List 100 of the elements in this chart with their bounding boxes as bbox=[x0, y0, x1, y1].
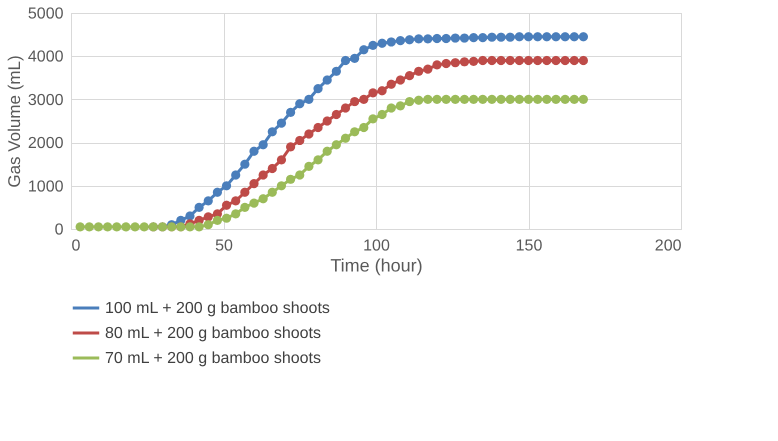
point bbox=[368, 114, 378, 124]
point bbox=[313, 122, 323, 132]
point bbox=[340, 134, 350, 143]
point bbox=[442, 94, 451, 104]
point bbox=[442, 58, 451, 68]
legend-label: 100 mL + 200 g bamboo shoots bbox=[105, 300, 330, 317]
point bbox=[414, 34, 424, 44]
point bbox=[240, 160, 250, 169]
point bbox=[322, 146, 332, 156]
point bbox=[185, 222, 195, 232]
point bbox=[112, 222, 122, 232]
point bbox=[231, 209, 240, 218]
point bbox=[212, 216, 222, 225]
point bbox=[249, 146, 259, 156]
point bbox=[332, 66, 341, 76]
point bbox=[268, 164, 277, 174]
point bbox=[396, 101, 406, 110]
point bbox=[249, 198, 259, 208]
point bbox=[368, 40, 378, 50]
point bbox=[450, 58, 460, 68]
point bbox=[130, 222, 140, 232]
point bbox=[286, 108, 296, 117]
point bbox=[570, 94, 579, 104]
point bbox=[542, 94, 552, 104]
point bbox=[386, 80, 396, 89]
point bbox=[468, 56, 478, 66]
point bbox=[313, 84, 323, 94]
x-tick-label: 50 bbox=[215, 238, 233, 254]
point bbox=[222, 181, 232, 190]
point bbox=[450, 94, 460, 104]
point bbox=[386, 103, 396, 113]
point bbox=[414, 66, 424, 76]
point bbox=[423, 34, 432, 44]
point bbox=[460, 33, 470, 43]
point bbox=[286, 174, 296, 184]
point bbox=[286, 142, 296, 152]
point bbox=[506, 32, 515, 42]
point bbox=[551, 94, 561, 104]
y-tick-label: 0 bbox=[54, 222, 64, 238]
point bbox=[276, 155, 286, 164]
x-axis-title: Time (hour) bbox=[330, 256, 423, 276]
point bbox=[560, 32, 570, 42]
point bbox=[478, 56, 488, 66]
point bbox=[560, 94, 570, 104]
point bbox=[204, 212, 213, 222]
point bbox=[84, 222, 94, 232]
y-tick-label: 1000 bbox=[28, 178, 64, 196]
point bbox=[240, 188, 250, 197]
point bbox=[258, 194, 268, 204]
point bbox=[570, 32, 579, 42]
point bbox=[551, 32, 561, 42]
point bbox=[276, 118, 286, 128]
point bbox=[185, 211, 195, 221]
point bbox=[377, 38, 387, 48]
point bbox=[94, 222, 104, 232]
point bbox=[231, 196, 240, 206]
point bbox=[340, 103, 350, 113]
point bbox=[322, 75, 332, 85]
point bbox=[578, 94, 588, 104]
point bbox=[442, 34, 451, 44]
x-tick-label: 200 bbox=[654, 238, 682, 254]
point bbox=[322, 116, 332, 126]
y-tick-label: 4000 bbox=[28, 48, 64, 66]
point bbox=[404, 71, 414, 80]
point bbox=[432, 60, 442, 70]
point bbox=[350, 127, 360, 136]
point bbox=[450, 33, 460, 43]
point bbox=[377, 86, 387, 96]
point bbox=[350, 54, 360, 63]
point bbox=[313, 155, 323, 164]
point bbox=[258, 140, 268, 150]
point bbox=[304, 129, 314, 139]
point bbox=[295, 170, 304, 180]
point bbox=[533, 32, 542, 42]
point bbox=[468, 33, 478, 42]
point bbox=[432, 34, 442, 44]
x-tick-label: 150 bbox=[516, 238, 542, 254]
point bbox=[368, 88, 378, 98]
point bbox=[396, 75, 406, 85]
y-axis-title: Gas Volume (mL) bbox=[4, 55, 24, 188]
point bbox=[386, 37, 396, 47]
point bbox=[460, 57, 470, 66]
point bbox=[487, 32, 497, 42]
point bbox=[423, 64, 432, 74]
point bbox=[249, 179, 259, 188]
legend-label: 70 mL + 200 g bamboo shoots bbox=[105, 350, 321, 367]
point bbox=[578, 56, 588, 66]
y-tick-label: 2000 bbox=[28, 135, 64, 152]
point bbox=[340, 56, 350, 66]
point bbox=[332, 110, 341, 120]
point bbox=[468, 94, 478, 104]
point bbox=[396, 36, 406, 46]
point bbox=[204, 220, 213, 230]
point bbox=[359, 122, 368, 132]
point bbox=[514, 56, 524, 66]
point bbox=[560, 56, 570, 66]
point bbox=[350, 96, 360, 106]
point bbox=[359, 94, 368, 104]
point bbox=[570, 56, 579, 66]
point bbox=[222, 214, 232, 223]
